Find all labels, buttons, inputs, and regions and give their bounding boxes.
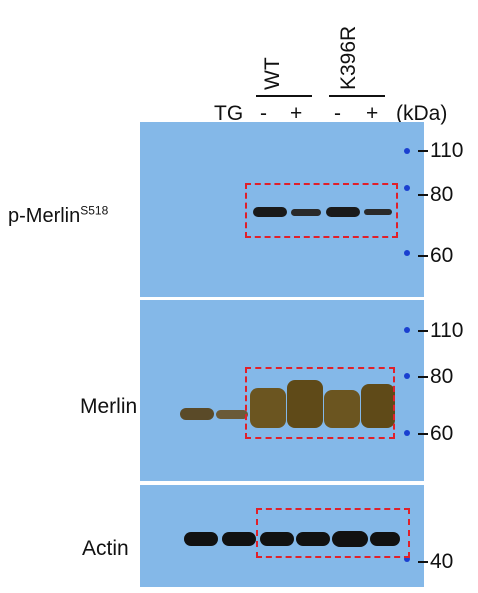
pmerlin-band-lane6	[364, 209, 392, 215]
merlin-band-lane3	[250, 388, 286, 428]
marker-label-60: 60	[430, 244, 454, 267]
ladder-dot	[404, 185, 410, 191]
pmerlin-label-sup: S518	[80, 203, 109, 218]
highlight-box-pmerlin	[245, 183, 398, 238]
marker-tick	[418, 255, 428, 257]
actin-band-lane1	[184, 532, 218, 546]
group-bar-k396r	[329, 95, 385, 97]
lane-sign-2: +	[290, 102, 303, 125]
marker-tick	[418, 150, 428, 152]
marker-tick	[418, 433, 428, 435]
merlin-band-lane1	[180, 408, 214, 420]
merlin-band-lane2	[216, 410, 248, 419]
pmerlin-label: p-MerlinS518	[8, 203, 109, 227]
highlight-box-merlin	[245, 367, 395, 439]
actin-band-lane2	[222, 532, 256, 546]
lane-sign-1: -	[260, 102, 267, 125]
marker-label-40: 40	[430, 550, 454, 573]
marker-label-80: 80	[430, 183, 454, 206]
marker-label-110: 110	[430, 139, 464, 162]
ladder-dot	[404, 327, 410, 333]
ladder-dot	[404, 430, 410, 436]
lane-sign-4: +	[366, 102, 379, 125]
pmerlin-band-lane3	[253, 207, 287, 217]
merlin-label: Merlin	[80, 395, 138, 418]
blot-pmerlin	[140, 122, 424, 297]
merlin-band-lane6	[361, 384, 395, 428]
marker-label-60: 60	[430, 422, 454, 445]
merlin-band-lane5	[324, 390, 360, 428]
actin-band-lane5	[332, 531, 368, 547]
ladder-dot	[404, 148, 410, 154]
marker-tick	[418, 330, 428, 332]
ladder-dot	[404, 373, 410, 379]
actin-band-lane6	[370, 532, 400, 546]
pmerlin-band-lane4	[291, 209, 321, 216]
blot-actin	[140, 485, 424, 587]
marker-tick	[418, 194, 428, 196]
actin-label: Actin	[82, 537, 129, 560]
marker-tick	[418, 561, 428, 563]
actin-band-lane3	[260, 532, 294, 546]
lane-sign-3: -	[334, 102, 341, 125]
group-bar-wt	[256, 95, 312, 97]
marker-label-80: 80	[430, 365, 454, 388]
group-label-wt: WT	[261, 57, 284, 90]
marker-label-110: 110	[430, 319, 464, 342]
marker-tick	[418, 376, 428, 378]
highlight-box-actin	[256, 508, 410, 558]
group-label-k396r: K396R	[337, 25, 360, 90]
unit-label: (kDa)	[396, 102, 448, 125]
pmerlin-label-main: p-Merlin	[8, 205, 81, 227]
pmerlin-band-lane5	[326, 207, 360, 217]
actin-band-lane4	[296, 532, 330, 546]
merlin-band-lane4	[287, 380, 323, 428]
treatment-label: TG	[214, 102, 244, 125]
ladder-dot	[404, 556, 410, 562]
blot-merlin	[140, 300, 424, 481]
ladder-dot	[404, 250, 410, 256]
